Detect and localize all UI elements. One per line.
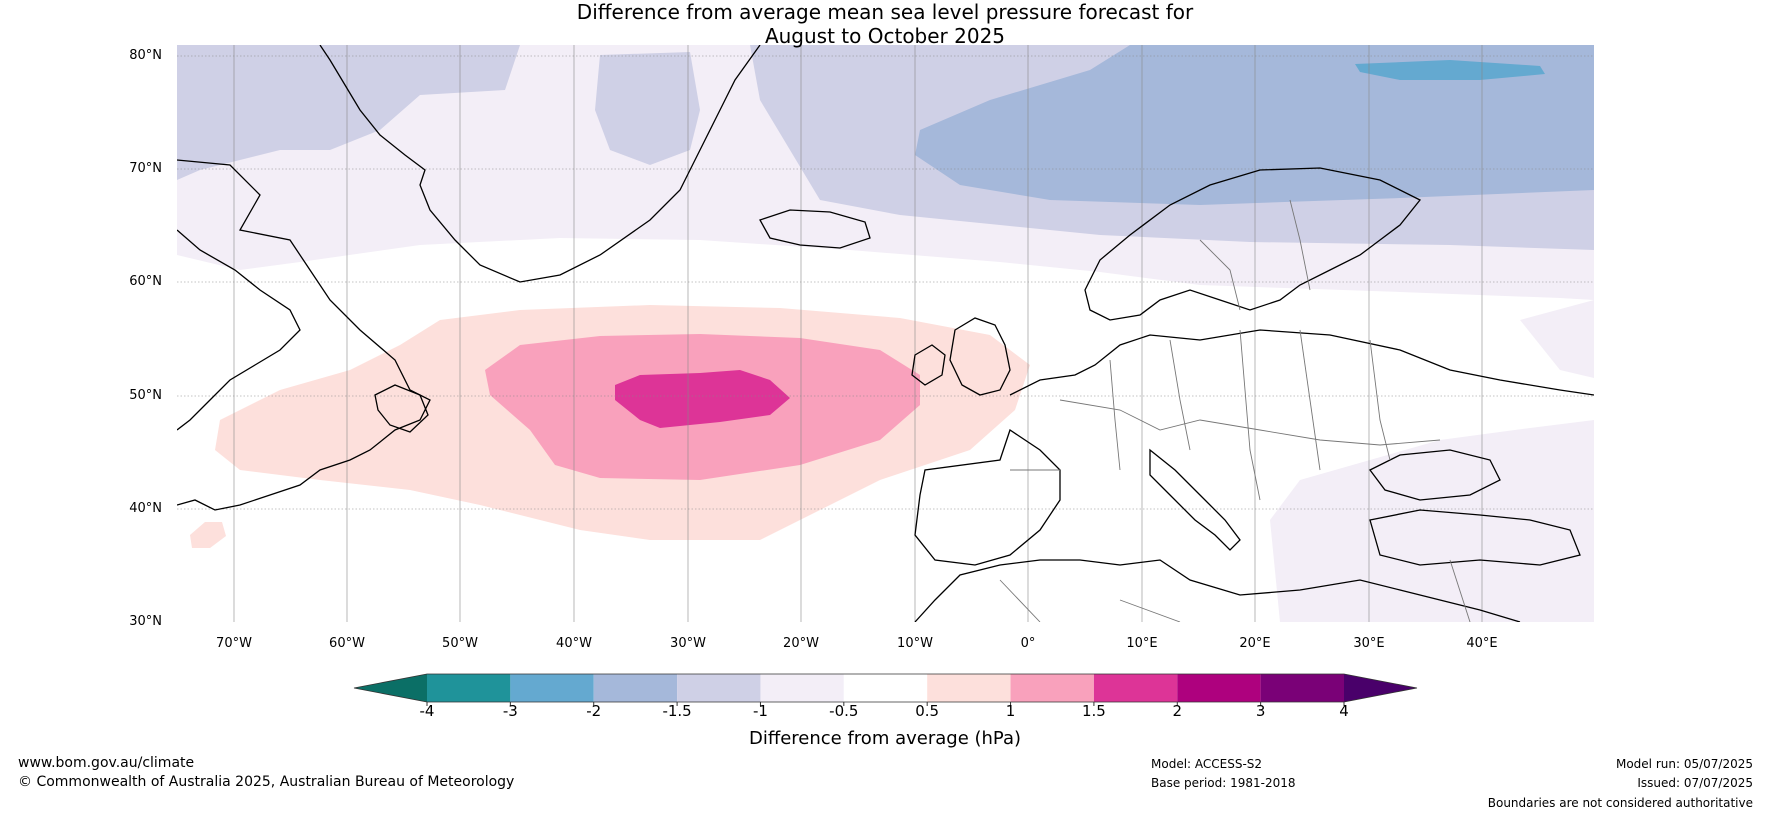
colorbar-tick-label: 1	[1005, 702, 1016, 720]
europe-coast	[1009, 329, 1594, 396]
lon-label-40w: 40°W	[556, 636, 592, 651]
lat-label-80n: 80°N	[129, 48, 162, 63]
footer-website: www.bom.gov.au/climate	[18, 755, 195, 771]
colorbar-tick-label: 2	[1172, 702, 1183, 720]
lon-label-20w: 20°W	[783, 636, 819, 651]
colorbar-tick-label: -2	[586, 702, 602, 720]
colorbar-arrow-high	[1344, 674, 1417, 702]
title-line-2: August to October 2025	[764, 24, 1006, 48]
colorbar-box	[1010, 674, 1094, 702]
lon-label-30e: 30°E	[1353, 636, 1385, 651]
footer-issued: Issued: 07/07/2025	[1637, 776, 1753, 790]
title-line-1: Difference from average mean sea level p…	[576, 0, 1194, 24]
lat-gridlines	[177, 55, 1594, 510]
colorbar-tick-label: -3	[502, 702, 518, 720]
contour-minus-2	[1355, 60, 1545, 80]
newfoundland-coast	[374, 384, 429, 433]
colorbar-tick-label: -1	[752, 702, 768, 720]
footer-copyright: © Commonwealth of Australia 2025, Austra…	[18, 774, 515, 790]
lon-gridlines	[233, 45, 1483, 622]
colorbar-box	[593, 674, 678, 702]
footer-disclaimer: Boundaries are not considered authoritat…	[1487, 796, 1753, 810]
colorbar-tick-label: 1.5	[1081, 702, 1106, 720]
colorbar-box	[510, 674, 594, 702]
map-title: Difference from average mean sea level p…	[0, 0, 1770, 48]
colorbar-box	[1093, 674, 1178, 702]
colorbar-tick-label: -0.5	[829, 702, 859, 720]
lat-label-30n: 30°N	[129, 614, 162, 629]
footer-model: Model: ACCESS-S2	[1151, 757, 1263, 771]
contour-minus-1-west	[177, 45, 520, 180]
map-contours	[177, 45, 1594, 622]
labrador-coast	[177, 229, 301, 431]
contour-minus-1.5	[915, 45, 1594, 205]
colorbar	[353, 673, 1418, 706]
colorbar-tick-label: -1.5	[662, 702, 692, 720]
scandinavia-coast	[1084, 167, 1422, 321]
lon-label-70w: 70°W	[216, 636, 252, 651]
black-sea-coast	[1369, 449, 1501, 501]
lon-label-60w: 60°W	[329, 636, 365, 651]
lat-label-70n: 70°N	[129, 161, 162, 176]
lat-label-60n: 60°N	[129, 274, 162, 289]
colorbar-box	[760, 674, 844, 702]
africa-coast	[914, 559, 1521, 622]
colorbar-tick-label: 3	[1255, 702, 1266, 720]
lon-label-10e: 10°E	[1126, 636, 1158, 651]
country-borders	[999, 199, 1471, 622]
british-isles-coast	[949, 317, 1011, 396]
colorbar-tick-label: 4	[1339, 702, 1349, 720]
ireland-coast	[911, 344, 946, 386]
lon-label-0: 0°	[1020, 636, 1036, 651]
coastlines	[177, 45, 1594, 622]
footer-model-run: Model run: 05/07/2025	[1615, 757, 1753, 771]
lat-label-40n: 40°N	[129, 501, 162, 516]
contour-plus-1.5	[615, 370, 790, 428]
colorbar-box	[677, 674, 761, 702]
colorbar-box	[427, 674, 511, 702]
iceland-coast	[759, 209, 871, 249]
lon-label-30w: 30°W	[670, 636, 706, 651]
contour-plus-0.5-island	[190, 522, 226, 548]
lon-label-10w: 10°W	[897, 636, 933, 651]
italy-coast	[1149, 448, 1241, 551]
lat-label-50n: 50°N	[129, 388, 162, 403]
colorbar-tick-label: -4	[419, 702, 435, 720]
greenland-coast	[319, 45, 761, 283]
contour-minus-1-central	[595, 52, 700, 165]
colorbar-box	[927, 674, 1011, 702]
colorbar-arrow-low	[354, 674, 427, 702]
turkey-coast	[1369, 509, 1581, 566]
lon-label-20e: 20°E	[1239, 636, 1271, 651]
colorbar-box	[1260, 674, 1344, 702]
colorbar-tick-label: 0.5	[915, 702, 940, 720]
colorbar-box	[843, 674, 928, 702]
footer-base-period: Base period: 1981-2018	[1151, 776, 1296, 790]
contour-minus-0.5-east	[1270, 420, 1594, 622]
colorbar-title: Difference from average (hPa)	[748, 728, 1022, 749]
lon-label-50w: 50°W	[442, 636, 478, 651]
colorbar-box	[1177, 674, 1261, 702]
canada-coast	[177, 159, 431, 511]
contour-minus-0.5-east2	[1520, 300, 1594, 378]
lon-label-40e: 40°E	[1466, 636, 1498, 651]
